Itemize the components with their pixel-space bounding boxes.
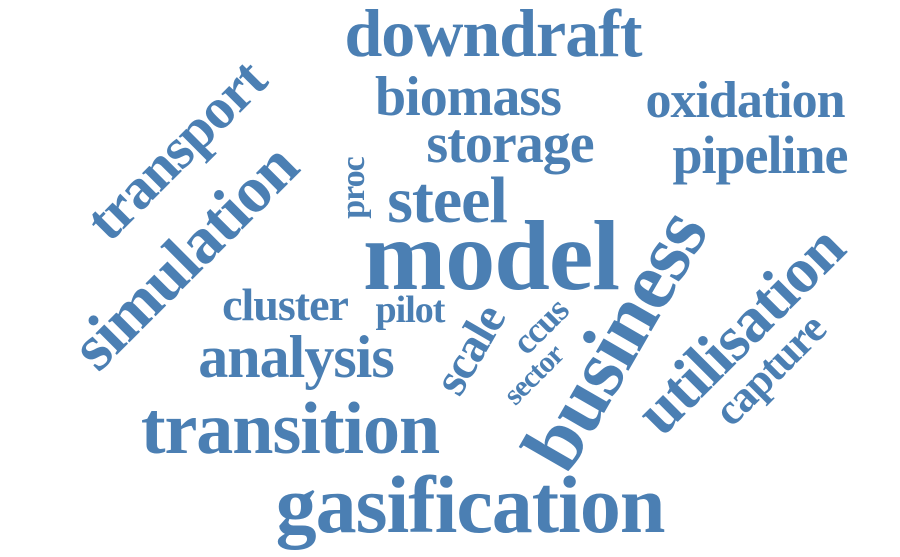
word-transition: transition	[140, 388, 440, 470]
word-downdraft: downdraft	[344, 0, 642, 71]
word-pilot: pilot	[375, 289, 446, 331]
word-biomass: biomass	[375, 66, 562, 128]
word-analysis: analysis	[198, 324, 394, 390]
word-storage: storage	[426, 113, 594, 175]
word-pipeline: pipeline	[672, 125, 848, 185]
word-steel: steel	[387, 164, 508, 237]
word-model: model	[362, 200, 620, 311]
word-cluster: cluster	[222, 279, 349, 330]
word-gasification: gasification	[275, 459, 666, 550]
word-oxidation: oxidation	[645, 72, 845, 129]
